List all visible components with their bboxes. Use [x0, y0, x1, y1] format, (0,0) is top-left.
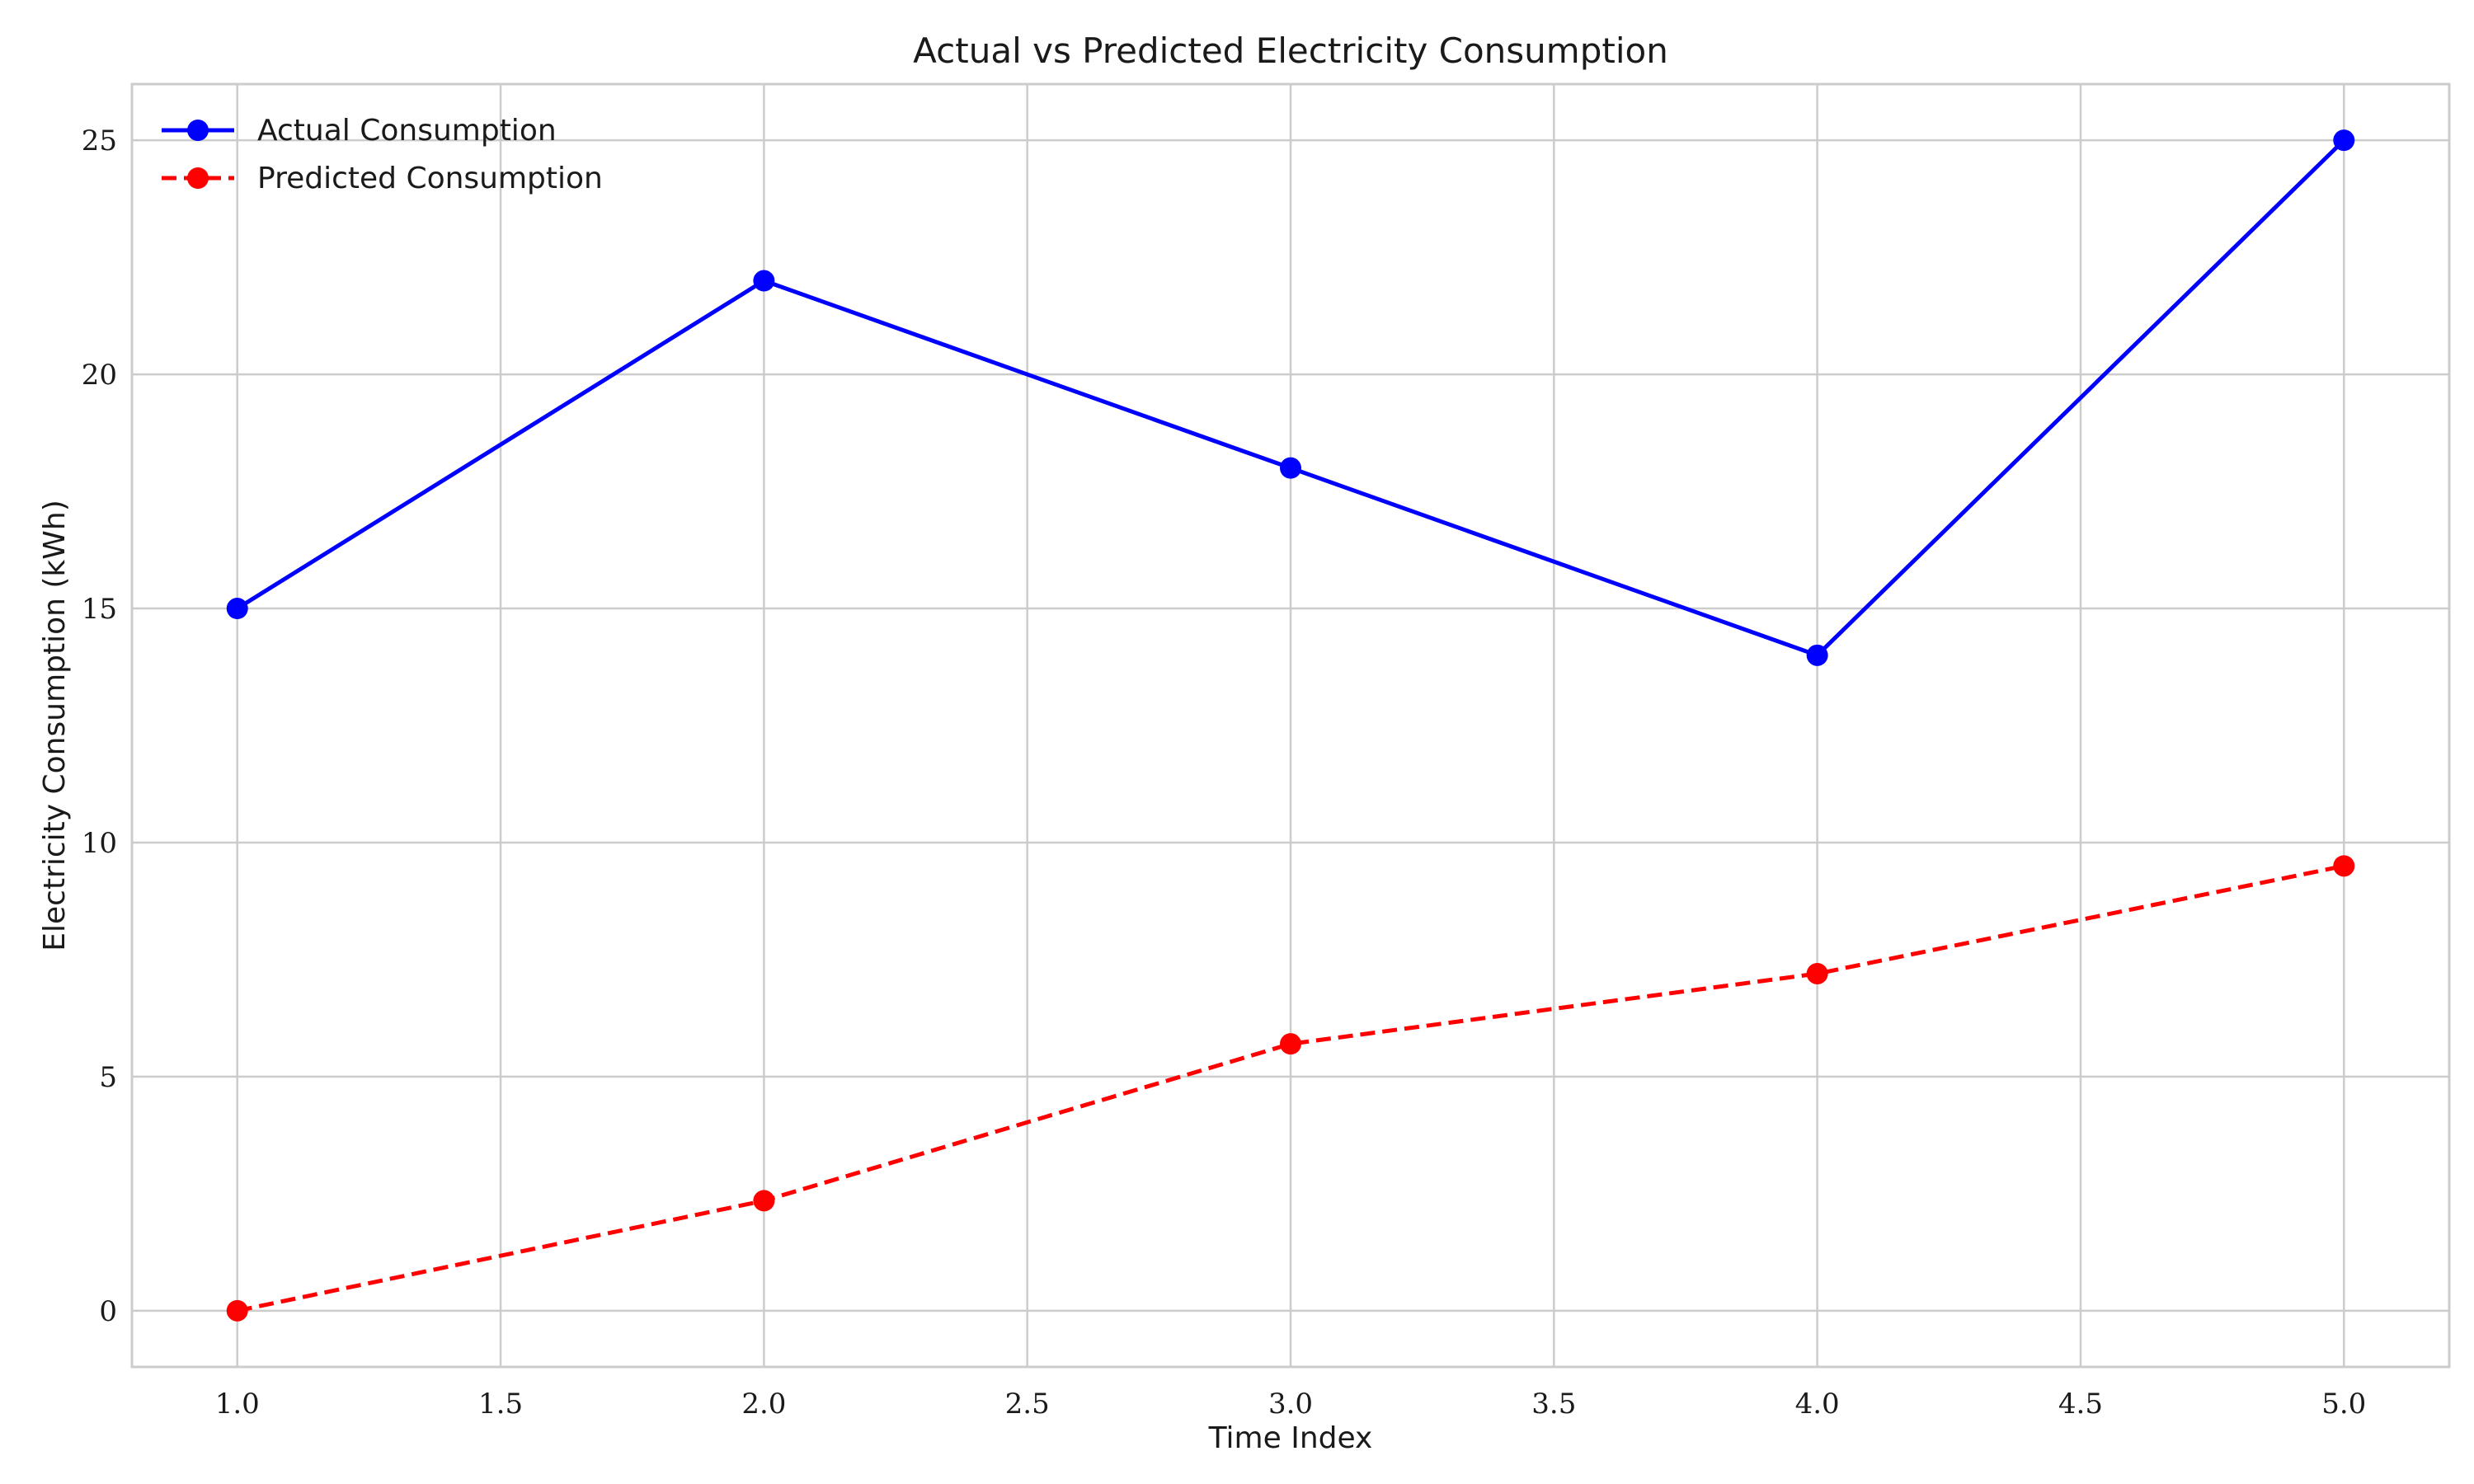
- x-axis-label: Time Index: [1208, 1421, 1373, 1455]
- x-tick-label: 1.5: [478, 1388, 523, 1421]
- data-point: [226, 1299, 248, 1322]
- data-point: [753, 1190, 775, 1212]
- x-tick-label: 5.0: [2321, 1388, 2366, 1421]
- series-layer: [226, 129, 2355, 1322]
- x-tick-label: 2.0: [741, 1388, 786, 1421]
- plot-frame: [130, 82, 2451, 1369]
- y-tick-label: 5: [99, 1061, 117, 1094]
- data-point: [1806, 962, 1828, 984]
- legend-swatch-marker: [187, 120, 209, 141]
- y-axis-label: Electricity Consumption (kWh): [38, 500, 72, 951]
- series-line: [237, 863, 2345, 1313]
- y-axis-ticks: 0 5 10 15 20 25: [82, 124, 117, 1328]
- x-tick-label: 1.0: [215, 1388, 260, 1421]
- legend-item: Predicted Consumption: [162, 162, 603, 195]
- legend-swatch-marker: [187, 167, 209, 189]
- y-tick-label: 25: [82, 124, 117, 157]
- grid: [132, 84, 2449, 1367]
- series-actual-consumption: [226, 129, 2355, 666]
- x-tick-label: 3.0: [1268, 1388, 1313, 1421]
- series-predicted-consumption: [226, 855, 2355, 1322]
- x-tick-label: 2.5: [1005, 1388, 1050, 1421]
- data-point: [2333, 129, 2355, 152]
- y-tick-label: 20: [82, 359, 117, 392]
- x-tick-label: 4.0: [1795, 1388, 1840, 1421]
- y-tick-label: 0: [99, 1295, 117, 1328]
- y-tick-label: 10: [82, 827, 117, 860]
- data-point: [226, 598, 248, 620]
- y-tick-label: 15: [82, 593, 117, 626]
- data-point: [1280, 457, 1301, 479]
- x-tick-label: 3.5: [1531, 1388, 1576, 1421]
- legend: Actual Consumption Predicted Consumption: [162, 114, 603, 195]
- chart-title: Actual vs Predicted Electricity Consumpt…: [913, 31, 1668, 71]
- data-point: [1806, 644, 1828, 666]
- legend-label: Actual Consumption: [257, 114, 557, 148]
- data-point: [753, 270, 775, 292]
- x-tick-label: 4.5: [2058, 1388, 2103, 1421]
- x-axis-ticks: 1.0 1.5 2.0 2.5 3.0 3.5 4.0 4.5 5.0: [215, 1388, 2367, 1421]
- data-point: [1280, 1033, 1301, 1055]
- legend-label: Predicted Consumption: [257, 162, 603, 195]
- legend-item: Actual Consumption: [162, 114, 557, 148]
- data-point: [2333, 855, 2355, 877]
